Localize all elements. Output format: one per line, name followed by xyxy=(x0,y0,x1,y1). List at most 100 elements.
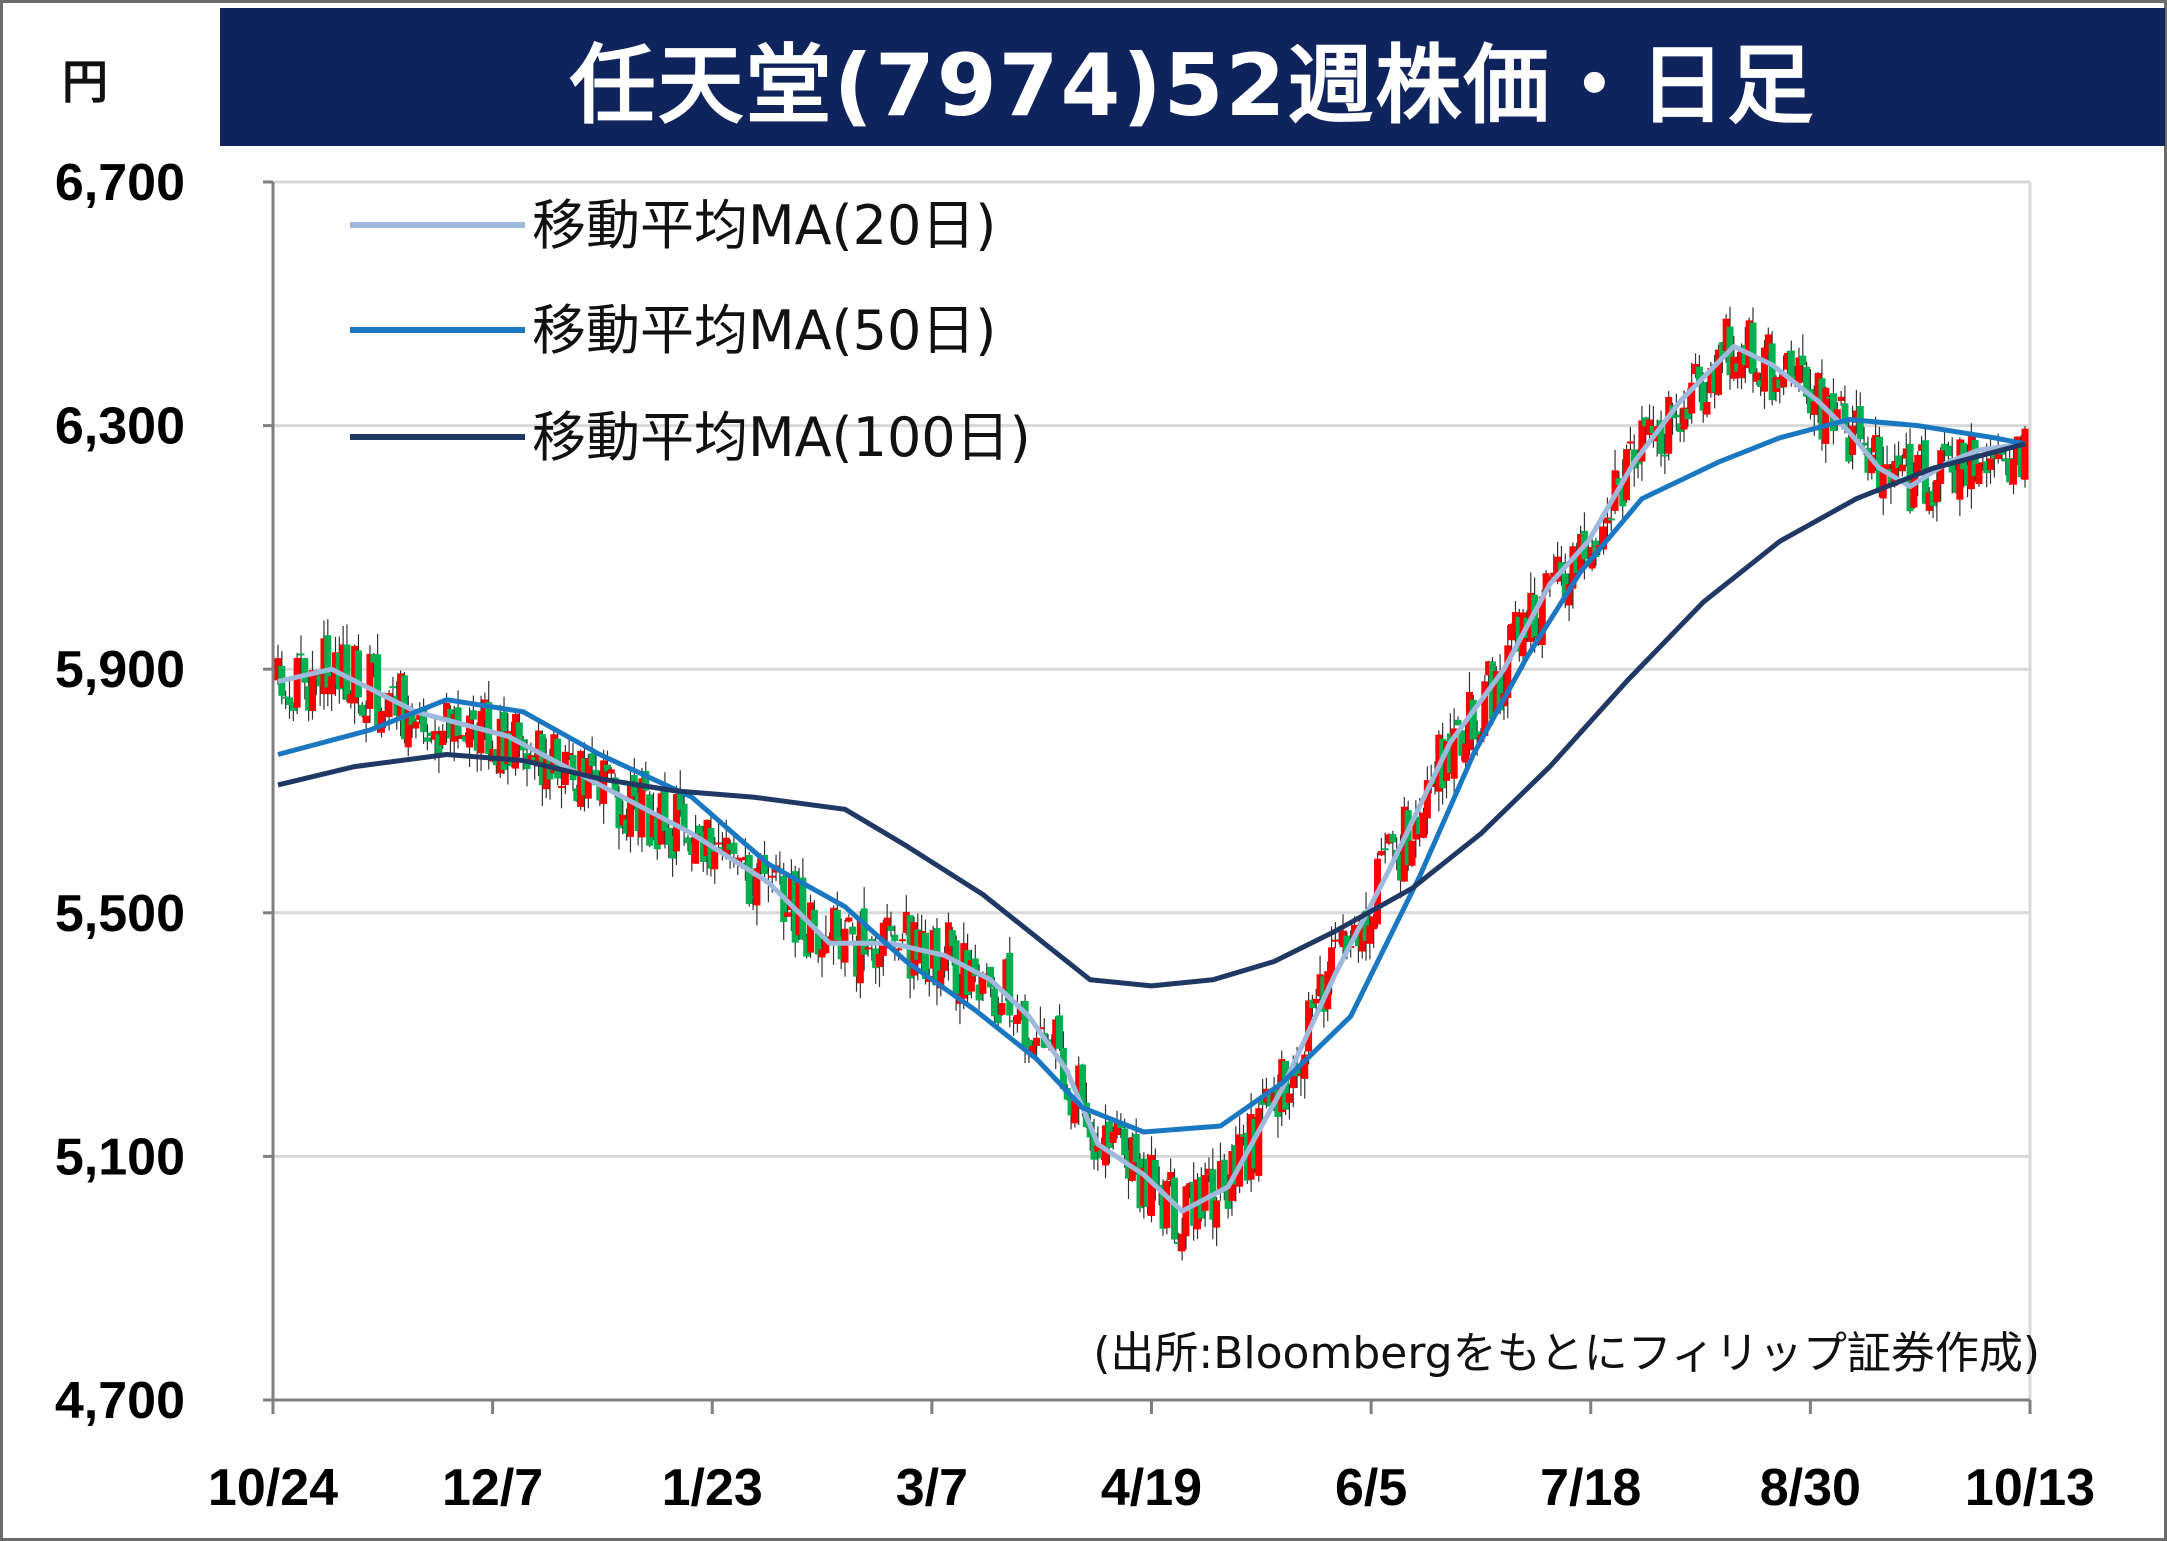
candle-down xyxy=(688,842,696,856)
candle-up xyxy=(845,917,853,922)
candle-up xyxy=(1255,1108,1263,1176)
candle-up xyxy=(1565,584,1573,606)
candle-up xyxy=(607,769,615,774)
candle-up xyxy=(1377,851,1385,856)
candle-down xyxy=(684,837,692,844)
candle-down xyxy=(1649,426,1657,434)
x-tick-label: 3/7 xyxy=(896,1459,968,1517)
candle-down xyxy=(305,686,313,711)
candle-down xyxy=(301,658,309,683)
candle-up xyxy=(1891,461,1899,486)
candle-down xyxy=(990,988,998,1017)
candle-down xyxy=(1170,1177,1178,1240)
candle-up xyxy=(1918,444,1926,451)
candle-down xyxy=(1929,490,1937,507)
x-tick-label: 7/18 xyxy=(1540,1459,1641,1517)
candle-down xyxy=(1607,518,1615,521)
candle-down xyxy=(473,724,481,751)
candle-down xyxy=(1791,376,1799,379)
candle-up xyxy=(1358,919,1366,952)
candle-down xyxy=(1090,1133,1098,1160)
candle-down xyxy=(2006,458,2014,483)
candle-down xyxy=(1864,447,1872,473)
candle-up xyxy=(362,715,370,724)
candle-up xyxy=(1370,916,1378,930)
candle-down xyxy=(1990,453,1998,459)
candle-up xyxy=(1462,743,1470,763)
candle-down xyxy=(1799,355,1807,366)
candle-down xyxy=(1473,731,1481,738)
candle-up xyxy=(998,1003,1006,1015)
y-tick-label: 4,700 xyxy=(55,1372,185,1430)
candle-up xyxy=(715,842,723,845)
candle-down xyxy=(1224,1184,1232,1209)
candle-down xyxy=(1446,733,1454,773)
candle-down xyxy=(1458,730,1466,756)
candle-up xyxy=(1780,374,1788,388)
candle-down xyxy=(1416,816,1424,835)
candle-up xyxy=(1140,1167,1148,1207)
candle-down xyxy=(1561,573,1569,603)
candle-up xyxy=(1994,449,2002,460)
legend-label-ma50: 移動平均MA(50日) xyxy=(532,299,996,362)
candle-up xyxy=(1289,1066,1297,1089)
candle-up xyxy=(918,930,926,964)
candle-down xyxy=(1768,343,1776,401)
candle-up xyxy=(1967,434,1975,490)
candle-up xyxy=(902,911,910,934)
candle-down xyxy=(975,984,983,1001)
candle-up xyxy=(1492,671,1500,713)
candle-down xyxy=(853,940,861,977)
candle-up xyxy=(753,868,761,906)
candle-up xyxy=(577,751,585,807)
candle-up xyxy=(404,706,412,748)
candle-down xyxy=(324,635,332,688)
candle-up xyxy=(795,880,803,936)
candle-down xyxy=(1672,414,1680,418)
ma50-line xyxy=(277,417,2026,1135)
candle-down xyxy=(1615,478,1623,486)
candle-down xyxy=(1634,459,1642,465)
candle-down xyxy=(1711,364,1719,393)
candle-down xyxy=(1749,322,1757,374)
candle-up xyxy=(1508,624,1516,641)
y-tick-label: 5,100 xyxy=(55,1128,185,1186)
candle-down xyxy=(435,734,443,754)
candle-down xyxy=(634,792,642,832)
candle-up xyxy=(864,947,872,950)
candle-up xyxy=(1925,492,1933,511)
candle-up xyxy=(1312,998,1320,1004)
candle-down xyxy=(1232,1145,1240,1185)
candle-up xyxy=(1600,526,1608,550)
candle-up xyxy=(1849,425,1857,455)
candle-up xyxy=(1868,454,1876,474)
candle-up xyxy=(600,760,608,804)
candle-down xyxy=(1695,366,1703,383)
candle-up xyxy=(1109,1131,1117,1143)
candle-down xyxy=(408,711,416,726)
y-tick-label: 6,700 xyxy=(55,154,185,212)
candle-down xyxy=(1155,1184,1163,1187)
candle-down xyxy=(1741,345,1749,366)
candle-up xyxy=(565,753,573,757)
candle-down xyxy=(1592,540,1600,558)
candle-down xyxy=(749,896,757,899)
candle-down xyxy=(948,930,956,947)
source-note: (出所:Bloombergをもとにフィリップ証券作成) xyxy=(1093,1328,2040,1379)
candle-down xyxy=(964,950,972,996)
candle-down xyxy=(1841,403,1849,430)
candle-up xyxy=(1722,318,1730,352)
candle-up xyxy=(308,670,316,712)
candle-down xyxy=(1397,853,1405,881)
candle-down xyxy=(1010,1020,1018,1023)
candle-down xyxy=(554,738,562,779)
candle-up xyxy=(875,953,883,968)
candle-down xyxy=(1105,1121,1113,1148)
candle-up xyxy=(347,694,355,704)
candle-down xyxy=(1757,379,1765,387)
candle-down xyxy=(1174,1242,1182,1245)
candle-up xyxy=(1554,556,1562,582)
candle-up xyxy=(830,907,838,945)
candle-up xyxy=(366,653,374,709)
